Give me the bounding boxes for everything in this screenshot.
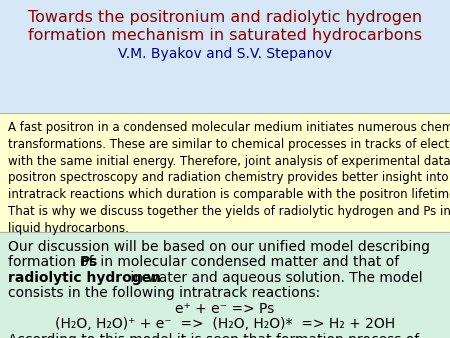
Text: V.M. Byakov and S.V. Stepanov: V.M. Byakov and S.V. Stepanov	[118, 47, 332, 61]
Text: Ps: Ps	[80, 256, 98, 269]
Text: consists in the following intratrack reactions:: consists in the following intratrack rea…	[8, 287, 320, 300]
Bar	[0, 0, 450, 113]
Text: e⁺ + e⁻ => Ps: e⁺ + e⁻ => Ps	[176, 302, 274, 316]
Text: Our discussion will be based on our unified model describing: Our discussion will be based on our unif…	[8, 240, 430, 254]
Text: formation mechanism in saturated hydrocarbons: formation mechanism in saturated hydroca…	[28, 28, 422, 43]
Text: A fast positron in a condensed molecular medium initiates numerous chemical
tran: A fast positron in a condensed molecular…	[8, 121, 450, 235]
Text: Towards the positronium and radiolytic hydrogen: Towards the positronium and radiolytic h…	[28, 10, 422, 25]
Bar	[0, 113, 450, 232]
Text: formation of: formation of	[8, 256, 98, 269]
Text: in water and aqueous solution. The model: in water and aqueous solution. The model	[126, 271, 423, 285]
Bar	[0, 232, 450, 338]
Text: radiolytic hydrogen: radiolytic hydrogen	[8, 271, 161, 285]
Text: (H₂O, H₂O)⁺ + e⁻  =>  (H₂O, H₂O)*  => H₂ + 2OH: (H₂O, H₂O)⁺ + e⁻ => (H₂O, H₂O)* => H₂ + …	[55, 317, 395, 332]
Text: in molecular condensed matter and that of: in molecular condensed matter and that o…	[96, 256, 399, 269]
Text: According to this model it is seen that formation process of: According to this model it is seen that …	[8, 333, 419, 338]
